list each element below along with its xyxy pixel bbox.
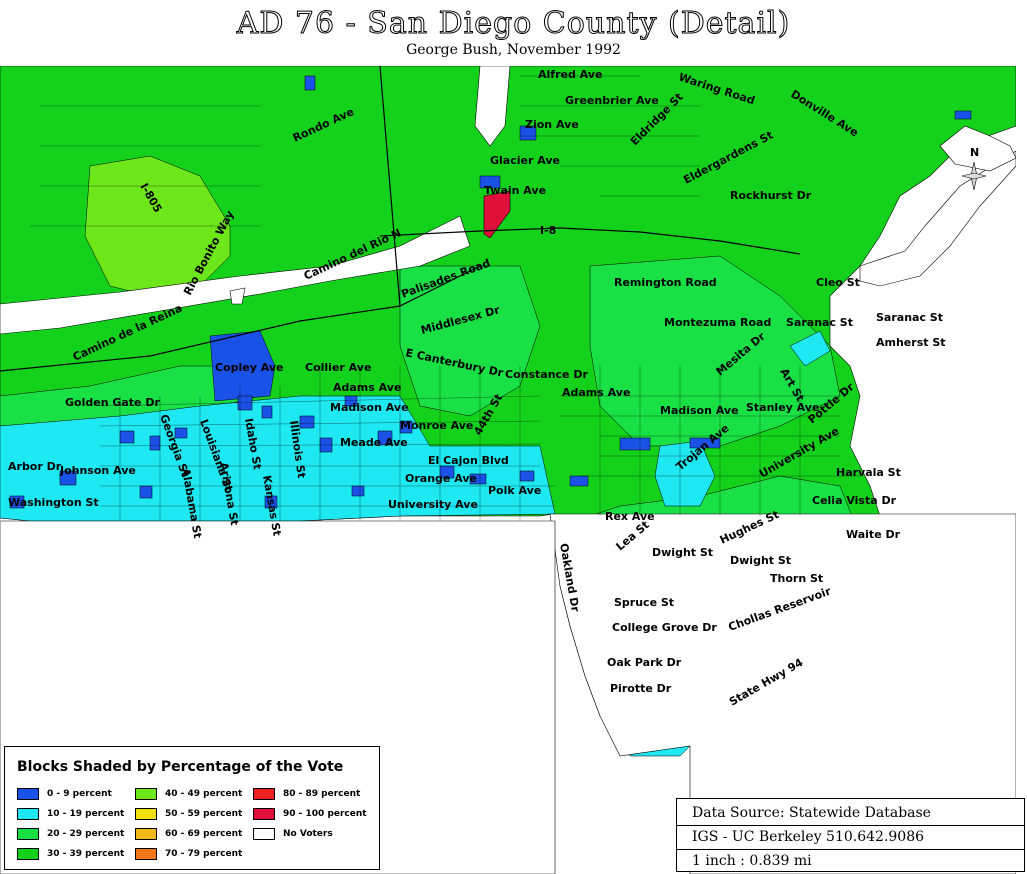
legend-item: 30 - 39 percent <box>17 847 124 861</box>
legend-label: 50 - 59 percent <box>165 809 243 819</box>
legend-item: 70 - 79 percent <box>135 847 242 861</box>
legend-label: 20 - 29 percent <box>47 829 125 839</box>
legend-swatch <box>253 828 275 840</box>
legend-label: 90 - 100 percent <box>283 809 367 819</box>
road-label: Cleo St <box>816 276 860 289</box>
legend-label: No Voters <box>283 829 333 839</box>
road-label: Copley Ave <box>215 361 284 374</box>
legend-swatch <box>17 788 39 800</box>
legend-swatch <box>17 808 39 820</box>
road-label: Greenbrier Ave <box>565 94 659 107</box>
road-label: Madison Ave <box>330 401 409 414</box>
blocks-0-9 <box>9 75 972 679</box>
road-label: Adams Ave <box>333 381 401 394</box>
road-label: Madison Ave <box>660 404 739 417</box>
road-label: Celia Vista Dr <box>812 494 897 507</box>
major-roads <box>0 66 801 372</box>
legend-swatch <box>253 808 275 820</box>
legend-swatch <box>17 828 39 840</box>
legend-item: 20 - 29 percent <box>17 827 124 841</box>
road-label: Saranac St <box>786 316 853 329</box>
road-label: Adams Ave <box>562 386 630 399</box>
legend-label: 70 - 79 percent <box>165 849 243 859</box>
road-label: Rockhurst Dr <box>730 189 812 202</box>
legend-swatch <box>135 788 157 800</box>
road-label: Constance Dr <box>505 368 588 381</box>
road-label: Alfred Ave <box>538 68 602 81</box>
road-label: Spruce St <box>614 596 674 609</box>
legend-swatch <box>135 848 157 860</box>
land-center-green <box>399 265 541 417</box>
road-label: Montezuma Road <box>664 316 771 329</box>
legend: Blocks Shaded by Percentage of the Vote … <box>4 746 380 870</box>
road-label: Dwight St <box>652 546 713 559</box>
legend-item: 50 - 59 percent <box>135 807 242 821</box>
road-label: Johnson Ave <box>59 464 136 477</box>
road-label: Washington St <box>8 496 99 509</box>
legend-item: 60 - 69 percent <box>135 827 242 841</box>
road-label: Remington Road <box>614 276 717 289</box>
legend-label: 30 - 39 percent <box>47 849 125 859</box>
road-label: Twain Ave <box>484 184 546 197</box>
legend-title: Blocks Shaded by Percentage of the Vote <box>17 759 344 775</box>
legend-label: 0 - 9 percent <box>47 789 112 799</box>
legend-label: 40 - 49 percent <box>165 789 243 799</box>
road-label: Polk Ave <box>488 484 541 497</box>
block-90-100 <box>483 190 511 239</box>
source-box: Data Source: Statewide Database IGS - UC… <box>676 798 1025 872</box>
road-label: Waite Dr <box>846 528 901 541</box>
legend-label: 80 - 89 percent <box>283 789 361 799</box>
road-label: Harvala St <box>836 466 901 479</box>
road-label: I-8 <box>540 224 556 237</box>
road-label: Saranac St <box>876 311 943 324</box>
legend-swatch <box>135 828 157 840</box>
road-label: Stanley Ave <box>746 401 819 414</box>
legend-item: 80 - 89 percent <box>253 787 360 801</box>
road-label: Rex Ave <box>605 510 655 523</box>
legend-item: 40 - 49 percent <box>135 787 242 801</box>
road-label: Arbor Dr <box>8 460 62 473</box>
legend-swatch <box>253 788 275 800</box>
source-line-2: IGS - UC Berkeley 510.642.9086 <box>692 829 925 845</box>
road-label: Pirotte Dr <box>610 682 672 695</box>
road-label: Orange Ave <box>405 472 477 485</box>
source-divider <box>677 825 1024 826</box>
road-label: Amherst St <box>876 336 946 349</box>
land-east-green <box>589 255 841 447</box>
source-line-1: Data Source: Statewide Database <box>692 805 931 821</box>
source-divider <box>677 849 1024 850</box>
road-label: Thorn St <box>770 572 823 585</box>
legend-item: 10 - 19 percent <box>17 807 124 821</box>
road-label: Dwight St <box>730 554 791 567</box>
legend-label: 10 - 19 percent <box>47 809 125 819</box>
road-label: Oak Park Dr <box>607 656 682 669</box>
map-title: AD 76 - San Diego County (Detail) <box>236 6 791 42</box>
road-label: Golden Gate Dr <box>65 396 160 409</box>
road-label: University Ave <box>388 498 478 511</box>
road-label: Zion Ave <box>525 118 579 131</box>
legend-swatch <box>17 848 39 860</box>
right-frame <box>1016 66 1027 874</box>
legend-item: No Voters <box>253 827 333 841</box>
source-line-3: 1 inch : 0.839 mi <box>692 853 812 869</box>
legend-swatch <box>135 808 157 820</box>
road-label: College Grove Dr <box>612 621 717 634</box>
north-arrow-icon: N <box>961 146 987 191</box>
road-label: El Cajon Blvd <box>428 454 509 467</box>
legend-item: 90 - 100 percent <box>253 807 367 821</box>
street-grid <box>30 75 860 521</box>
north-label: N <box>970 146 979 159</box>
map-subtitle: George Bush, November 1992 <box>406 42 621 58</box>
road-label: Monroe Ave <box>400 419 473 432</box>
legend-item: 0 - 9 percent <box>17 787 112 801</box>
road-label: Glacier Ave <box>490 154 560 167</box>
road-label: Collier Ave <box>305 361 371 374</box>
road-label: Meade Ave <box>340 436 408 449</box>
legend-label: 60 - 69 percent <box>165 829 243 839</box>
